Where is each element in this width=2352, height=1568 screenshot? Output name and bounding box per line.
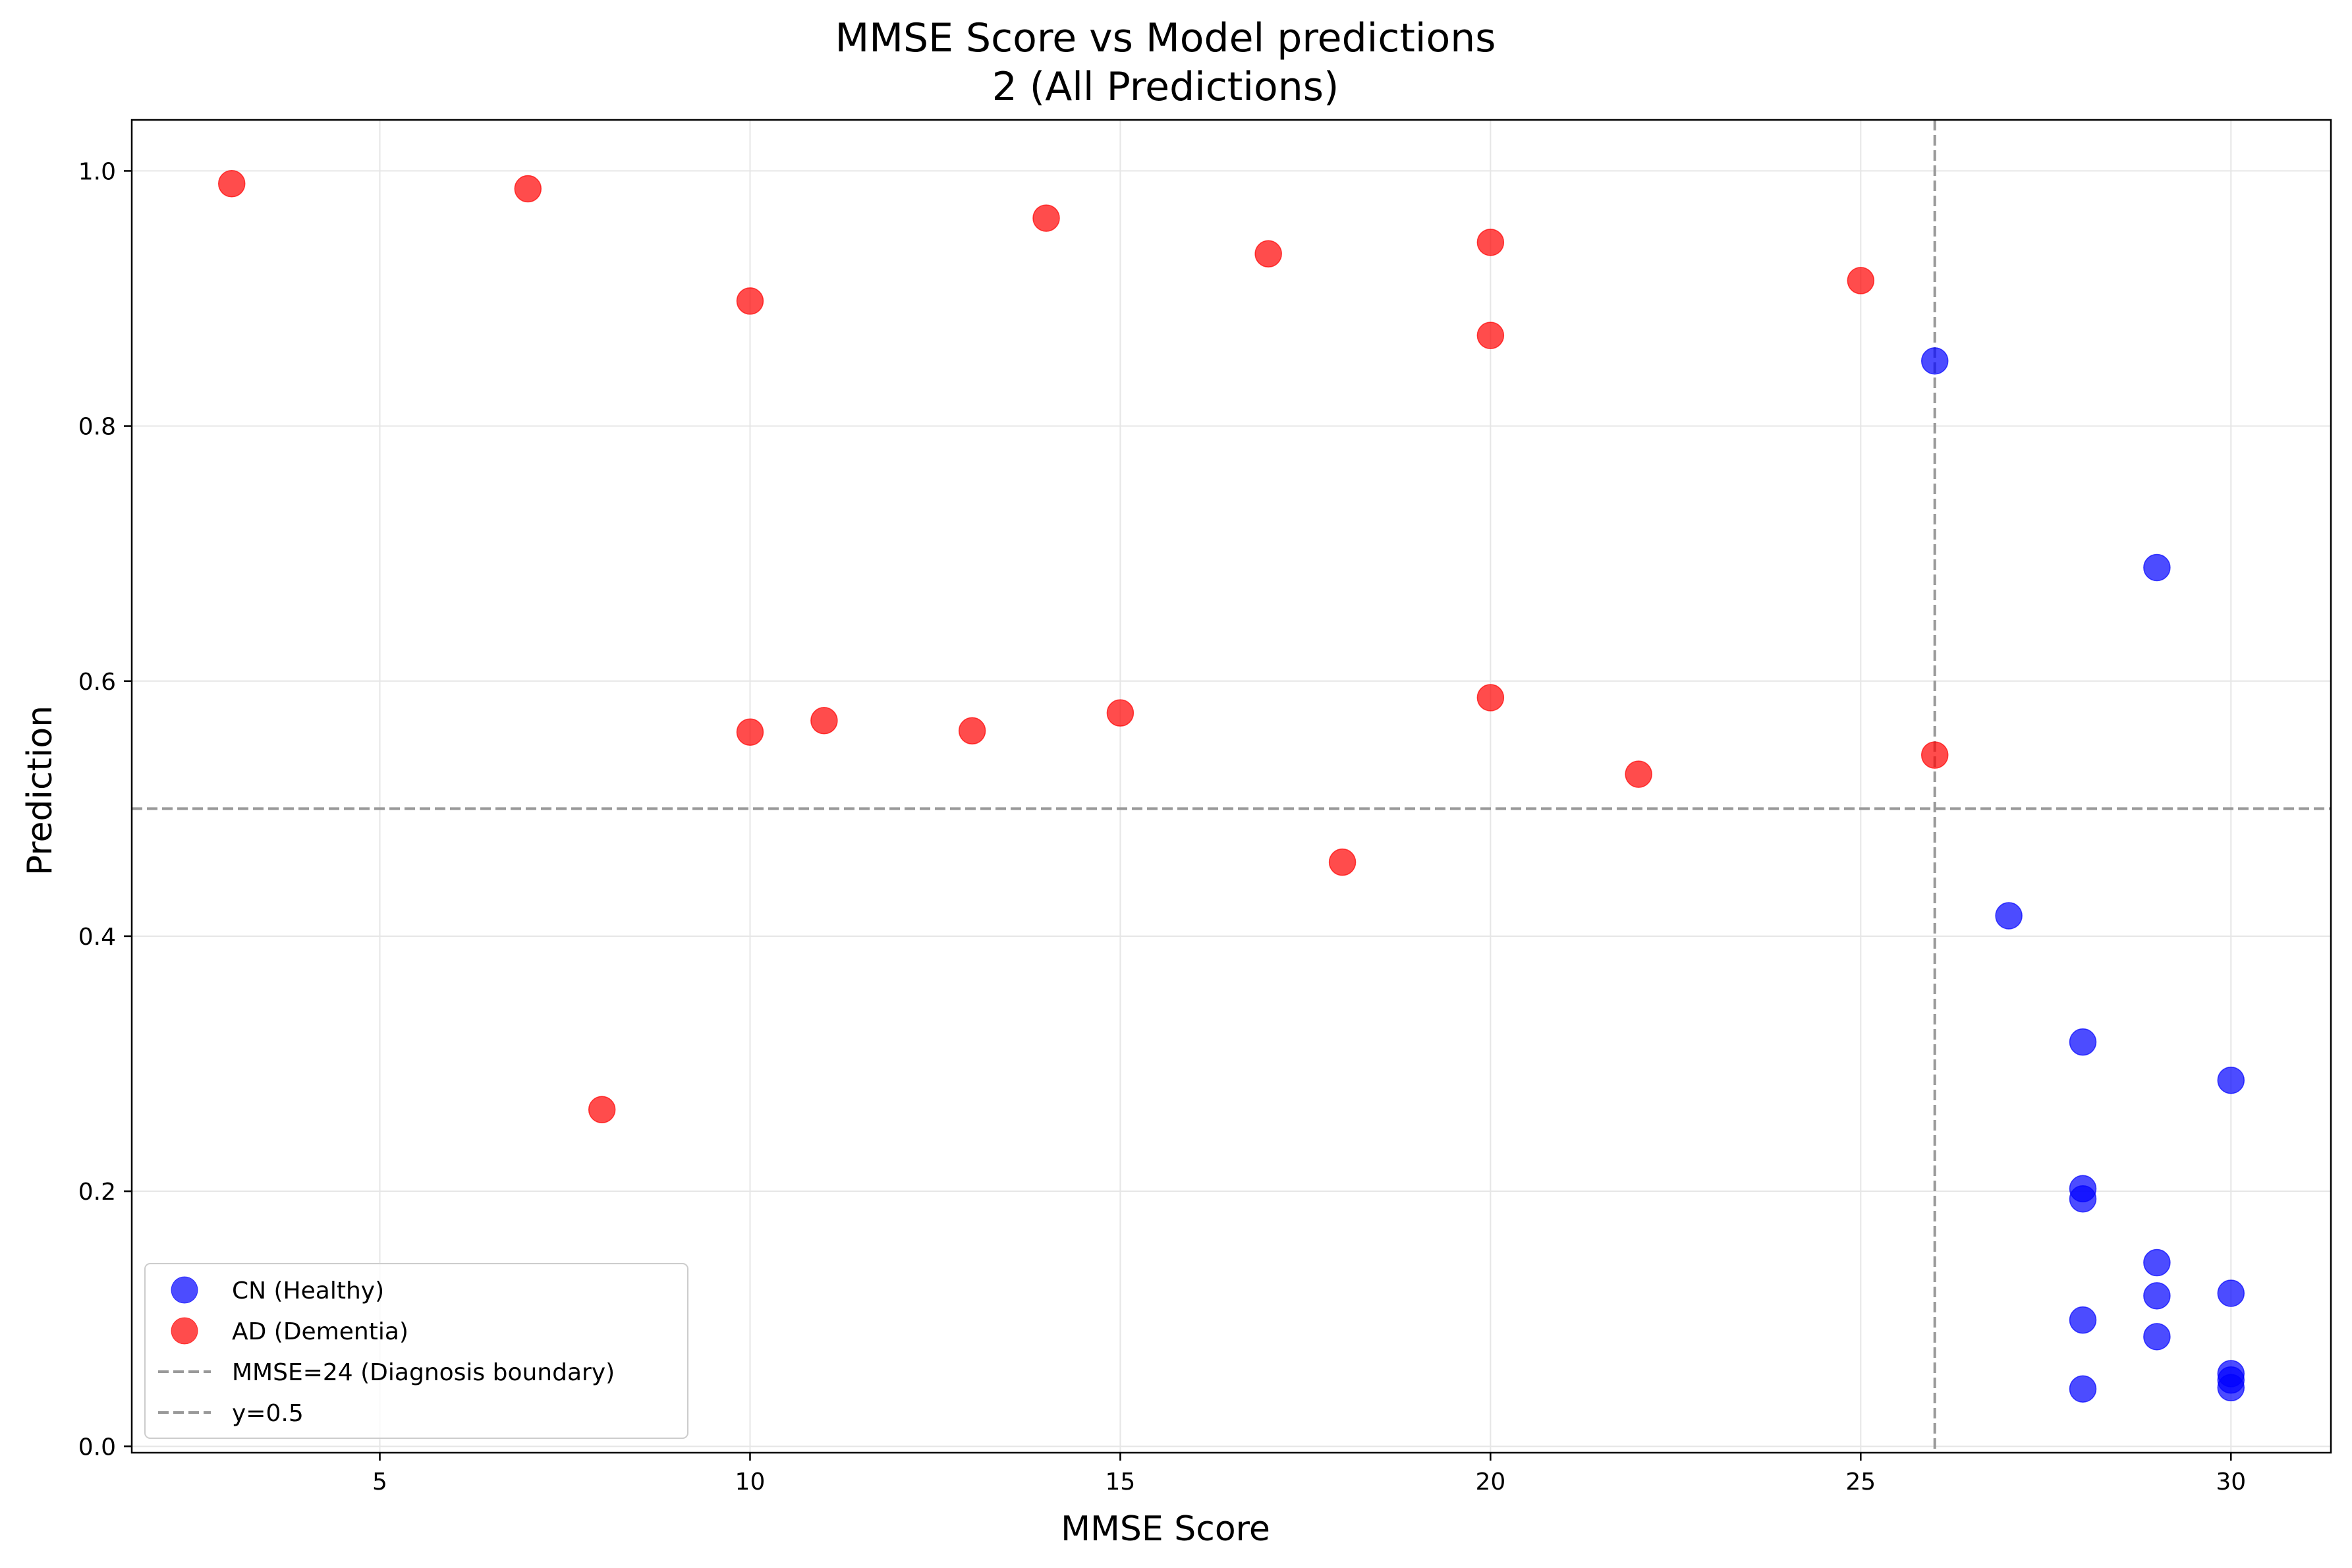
ad-data-point — [1476, 229, 1505, 256]
ad-data-point — [1254, 240, 1282, 268]
ad-data-point — [1032, 204, 1060, 232]
ad-data-point — [736, 718, 764, 746]
cn-data-point — [1920, 347, 1949, 375]
x-tick-label: 5 — [372, 1469, 387, 1496]
data-points — [217, 170, 2245, 1403]
chart-subtitle: 2 (All Predictions) — [992, 64, 1339, 110]
cn-data-point — [2069, 1028, 2097, 1056]
legend-label: y=0.5 — [232, 1400, 304, 1427]
legend-label: AD (Dementia) — [232, 1318, 408, 1345]
x-tick-label: 20 — [1475, 1469, 1505, 1496]
y-tick-label: 0.8 — [78, 414, 116, 441]
ad-data-point — [514, 175, 542, 203]
y-tick-label: 0.0 — [78, 1434, 116, 1461]
cn-data-point — [2069, 1306, 2097, 1334]
x-axis-ticks: 5 10 15 20 25 30 — [372, 1453, 2246, 1496]
ad-data-point — [958, 717, 986, 745]
x-tick-label: 15 — [1106, 1469, 1136, 1496]
cn-data-point — [2143, 1323, 2171, 1351]
y-tick-label: 0.2 — [78, 1179, 116, 1206]
x-axis-label: MMSE Score — [1061, 1509, 1270, 1549]
y-axis-label: Prediction — [20, 706, 60, 876]
chart-title: MMSE Score vs Model predictions — [835, 15, 1496, 61]
cn-data-point — [2217, 1374, 2245, 1402]
ad-data-point — [1106, 699, 1134, 727]
ad-data-point — [1476, 322, 1505, 349]
legend: CN (Healthy) AD (Dementia) MMSE=24 (Diagno… — [144, 1263, 688, 1439]
cn-data-point — [1995, 902, 2023, 930]
y-tick-label: 0.6 — [78, 669, 116, 696]
legend-marker — [171, 1276, 198, 1304]
x-tick-label: 30 — [2216, 1469, 2246, 1496]
cn-data-point — [2143, 1248, 2171, 1277]
cn-data-point — [2143, 1282, 2171, 1310]
ad-data-point — [1328, 848, 1357, 876]
y-tick-label: 1.0 — [78, 158, 116, 185]
ad-data-point — [1476, 684, 1505, 712]
legend-marker — [171, 1317, 198, 1345]
legend-label: MMSE=24 (Diagnosis boundary) — [232, 1359, 615, 1386]
y-axis-ticks: 0.0 0.2 0.4 0.6 0.8 1.0 — [78, 158, 132, 1461]
cn-data-point — [2069, 1185, 2097, 1213]
plot-frame — [130, 119, 2332, 1454]
grid — [132, 120, 2331, 1453]
ad-data-point — [588, 1096, 616, 1123]
ad-data-point — [810, 707, 838, 735]
x-tick-label: 10 — [735, 1469, 766, 1496]
ad-data-point — [736, 287, 764, 315]
legend-label: CN (Healthy) — [232, 1277, 384, 1304]
ad-data-point — [1847, 267, 1875, 294]
reference-lines — [132, 120, 2331, 1453]
ad-data-point — [1625, 760, 1652, 788]
cn-data-point — [2069, 1375, 2097, 1403]
cn-data-point — [2217, 1279, 2245, 1307]
x-tick-label: 25 — [1845, 1469, 1876, 1496]
legend-box — [144, 1263, 688, 1439]
cn-data-point — [2217, 1066, 2245, 1094]
ad-data-point — [1920, 741, 1949, 769]
ad-data-point — [217, 170, 246, 198]
cn-data-point — [2143, 553, 2171, 582]
y-tick-label: 0.4 — [78, 924, 116, 951]
